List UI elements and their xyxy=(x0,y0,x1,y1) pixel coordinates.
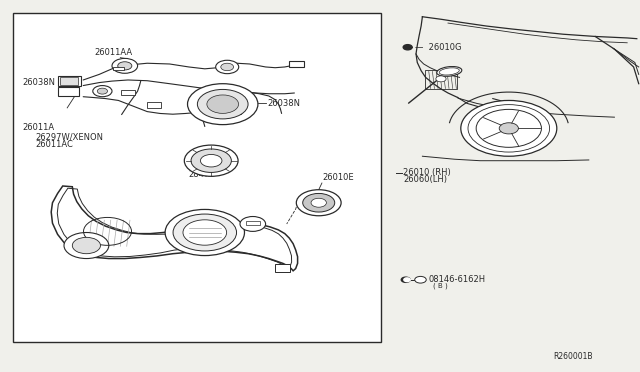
Circle shape xyxy=(173,214,237,251)
FancyBboxPatch shape xyxy=(60,77,78,85)
FancyBboxPatch shape xyxy=(58,76,81,86)
Circle shape xyxy=(403,45,412,50)
Text: R260001B: R260001B xyxy=(554,352,593,361)
FancyBboxPatch shape xyxy=(246,221,260,225)
Circle shape xyxy=(191,149,232,173)
Circle shape xyxy=(415,276,426,283)
Circle shape xyxy=(93,86,112,97)
Circle shape xyxy=(303,193,335,212)
Circle shape xyxy=(311,198,326,207)
Circle shape xyxy=(183,220,227,245)
Circle shape xyxy=(404,278,410,282)
FancyBboxPatch shape xyxy=(121,90,135,95)
Text: —  26010G: — 26010G xyxy=(415,43,461,52)
FancyBboxPatch shape xyxy=(227,109,241,114)
Circle shape xyxy=(72,237,100,254)
Circle shape xyxy=(197,89,248,119)
Ellipse shape xyxy=(436,67,462,76)
Circle shape xyxy=(97,88,108,94)
Circle shape xyxy=(296,190,341,216)
Circle shape xyxy=(118,62,132,70)
Circle shape xyxy=(461,100,557,156)
Text: B: B xyxy=(419,277,422,282)
Circle shape xyxy=(200,154,222,167)
FancyBboxPatch shape xyxy=(113,67,124,70)
Text: 26297W/XENON: 26297W/XENON xyxy=(35,132,103,141)
Ellipse shape xyxy=(439,68,460,75)
Circle shape xyxy=(207,95,239,113)
Circle shape xyxy=(221,63,234,71)
Circle shape xyxy=(499,123,518,134)
Text: ( B ): ( B ) xyxy=(433,282,447,289)
Text: 08146-6162H: 08146-6162H xyxy=(429,275,486,283)
Text: 26011AA: 26011AA xyxy=(95,48,133,57)
Circle shape xyxy=(436,76,446,82)
FancyBboxPatch shape xyxy=(147,102,161,108)
Circle shape xyxy=(184,145,238,176)
Text: 26038N: 26038N xyxy=(22,78,56,87)
PathPatch shape xyxy=(51,186,298,271)
Circle shape xyxy=(112,58,138,73)
Circle shape xyxy=(64,232,109,259)
Text: 28474: 28474 xyxy=(188,170,214,179)
Text: 26011A: 26011A xyxy=(22,123,54,132)
Circle shape xyxy=(240,217,266,231)
Text: 26060(LH): 26060(LH) xyxy=(403,175,447,184)
Text: 26011AC: 26011AC xyxy=(35,140,73,149)
Text: 26038N: 26038N xyxy=(268,99,301,108)
Circle shape xyxy=(401,277,410,282)
Text: 26010E: 26010E xyxy=(322,173,353,182)
Text: 26010 (RH): 26010 (RH) xyxy=(403,168,451,177)
Circle shape xyxy=(476,109,541,147)
FancyBboxPatch shape xyxy=(13,13,381,342)
Circle shape xyxy=(216,60,239,74)
Circle shape xyxy=(165,209,244,256)
Circle shape xyxy=(188,84,258,125)
FancyBboxPatch shape xyxy=(275,264,290,272)
FancyBboxPatch shape xyxy=(58,87,79,96)
FancyBboxPatch shape xyxy=(289,61,304,67)
